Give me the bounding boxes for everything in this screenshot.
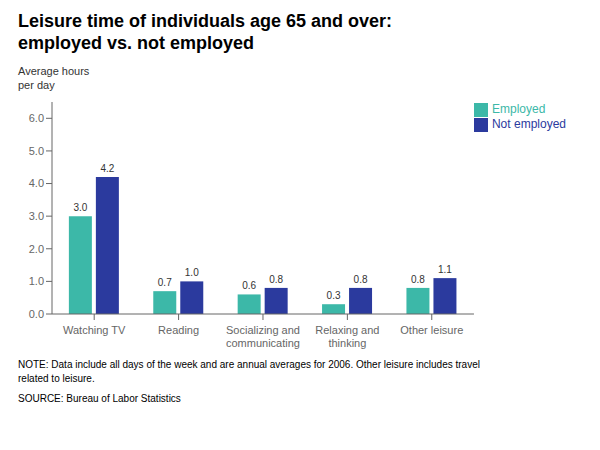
svg-text:4.2: 4.2 [100, 163, 114, 174]
svg-text:0.6: 0.6 [242, 280, 256, 291]
svg-text:6.0: 6.0 [29, 112, 44, 124]
svg-text:3.0: 3.0 [73, 202, 87, 213]
html-text:Not employed: Not employed [492, 116, 566, 131]
html-text:employed vs. not employed: employed vs. not employed [18, 33, 255, 53]
svg-text:0.0: 0.0 [29, 308, 44, 320]
svg-text:1.1: 1.1 [438, 264, 452, 275]
svg-text:4.0: 4.0 [29, 177, 44, 189]
svg-text:0.8: 0.8 [354, 274, 368, 285]
svg-text:Watching TV: Watching TV [63, 324, 126, 336]
html-text:Leisure time of individuals ag: Leisure time of individuals age 65 and o… [18, 11, 393, 31]
svg-text:1.0: 1.0 [185, 267, 199, 278]
svg-text:Other leisure: Other leisure [400, 324, 463, 336]
svg-text:2.0: 2.0 [29, 243, 44, 255]
svg-text:Relaxing andthinking: Relaxing andthinking [315, 324, 379, 349]
svg-text:0.7: 0.7 [158, 277, 172, 288]
html-text:SOURCE: Bureau of Labor Statis: SOURCE: Bureau of Labor Statistics [18, 393, 181, 404]
svg-text:5.0: 5.0 [29, 145, 44, 157]
svg-text:0.8: 0.8 [411, 274, 425, 285]
svg-text:3.0: 3.0 [29, 210, 44, 222]
svg-text:0.8: 0.8 [269, 274, 283, 285]
svg-text:1.0: 1.0 [29, 275, 44, 287]
html-text:Average hours per day: Average hours per day [18, 65, 90, 91]
html-text:NOTE: Data include all days of: NOTE: Data include all days of the week … [18, 359, 480, 384]
svg-text:Reading: Reading [158, 324, 199, 336]
html-text:Employed: Employed [492, 102, 546, 116]
svg-text:Socializing andcommunicating: Socializing andcommunicating [226, 324, 300, 349]
svg-text:0.3: 0.3 [327, 290, 341, 301]
